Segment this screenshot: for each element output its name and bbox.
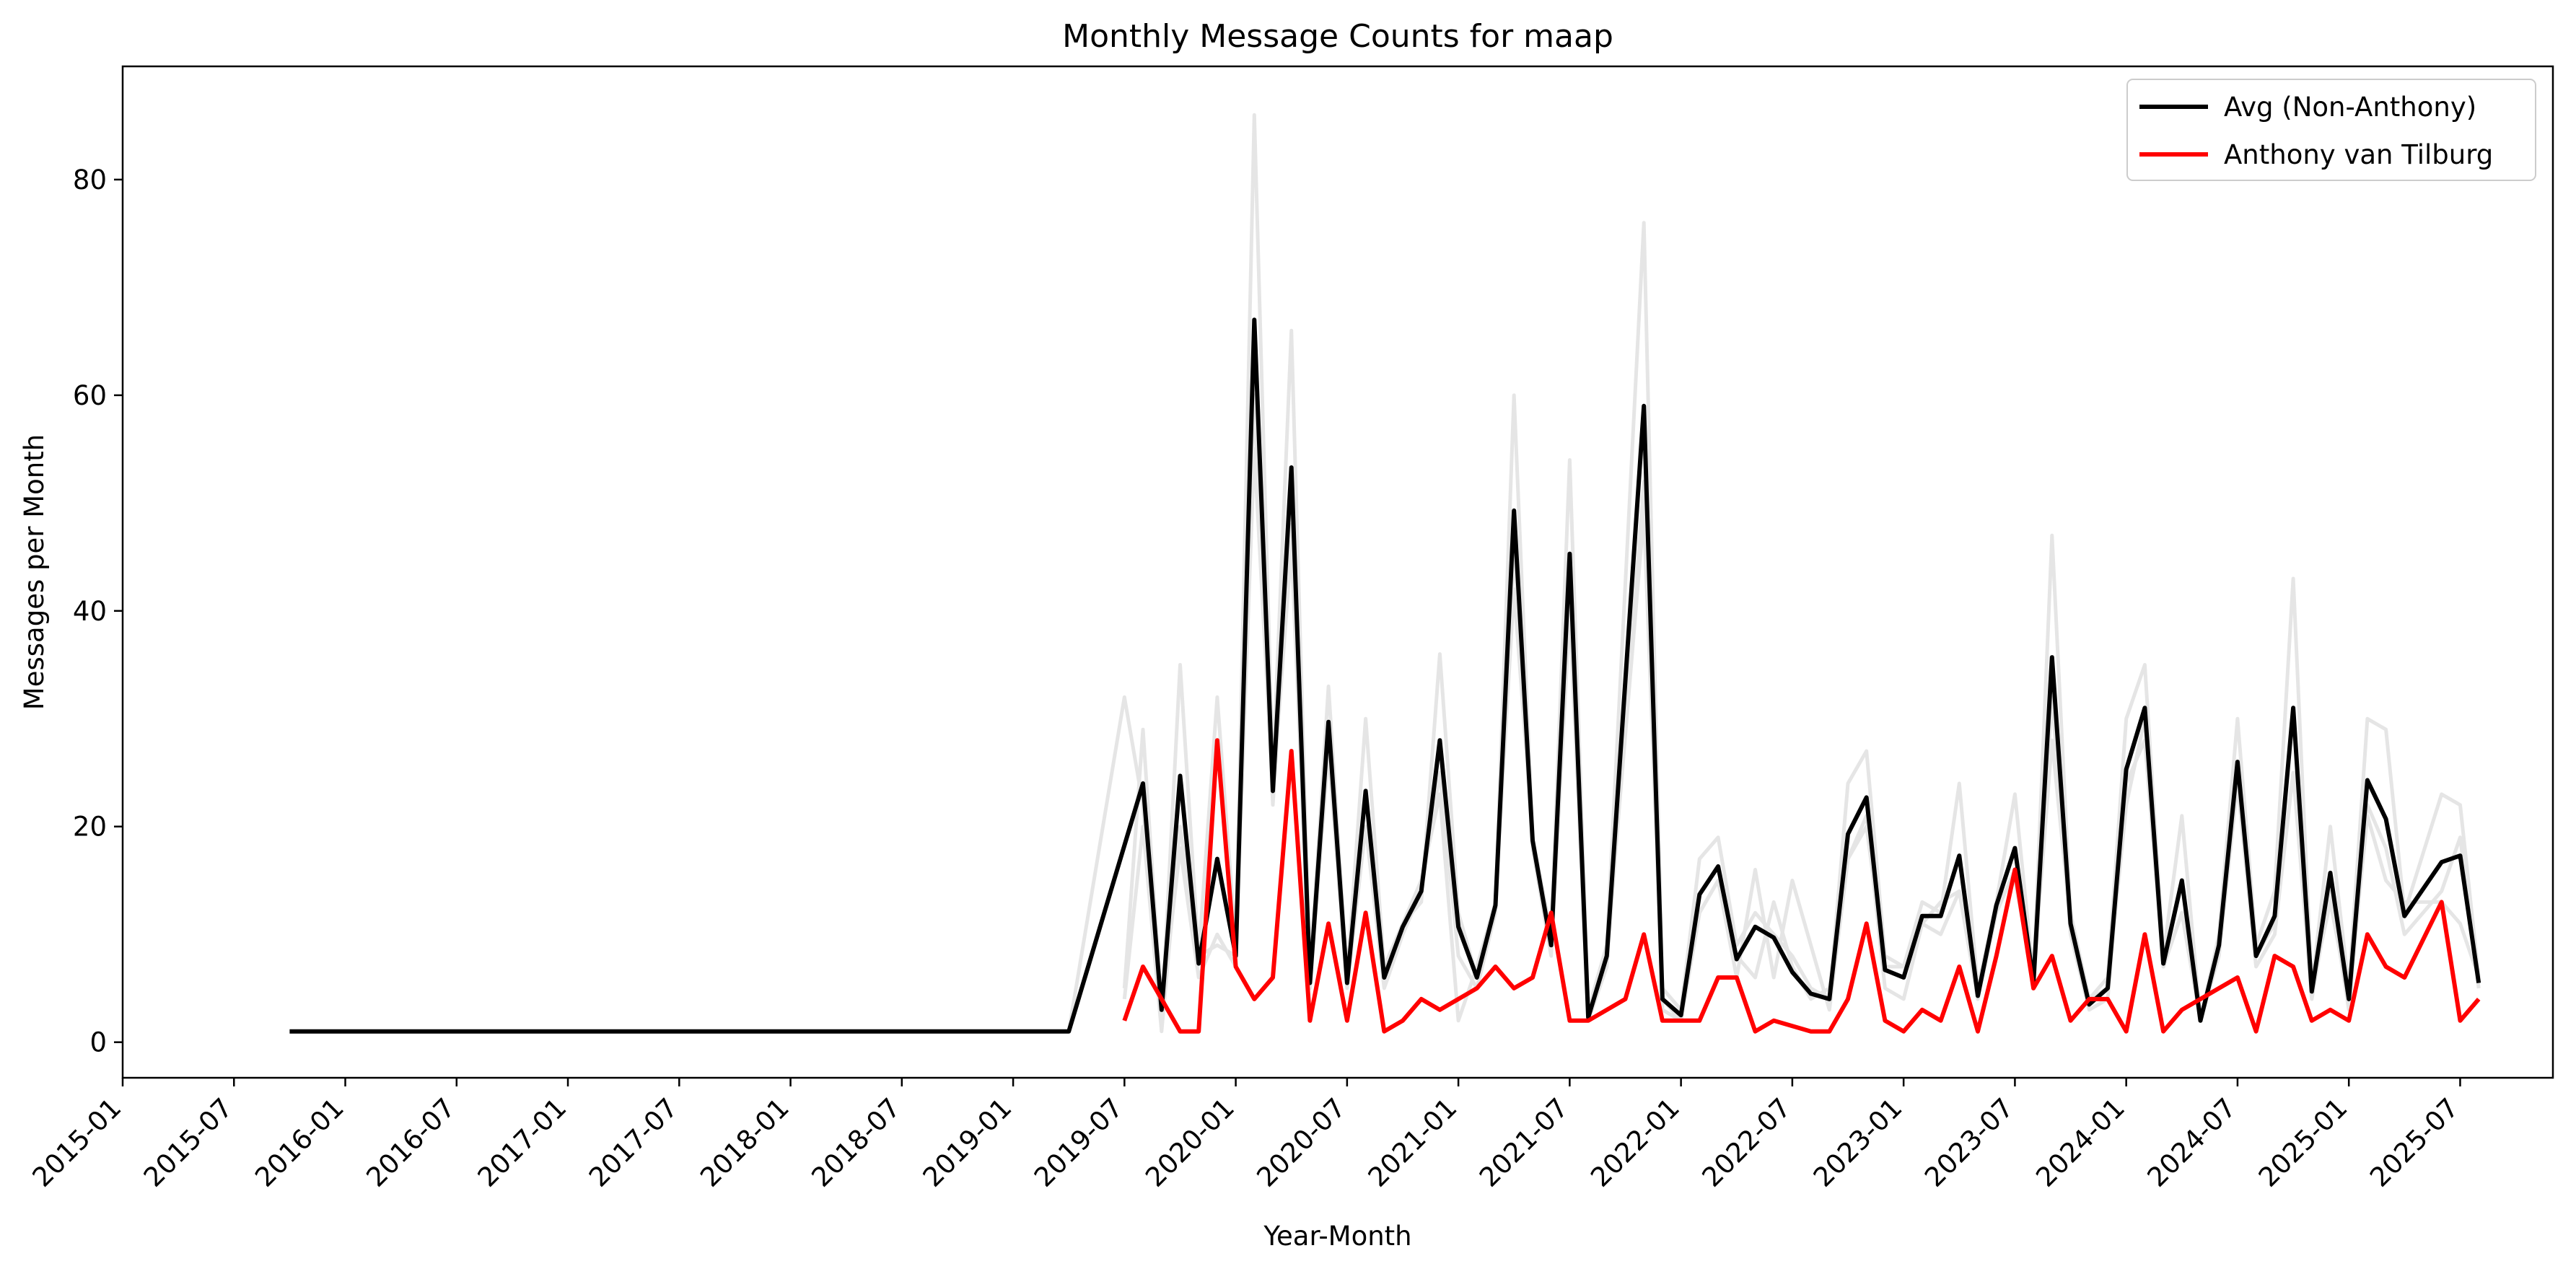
legend-box	[2126, 79, 2536, 181]
legend-label-avg: Avg (Non-Anthony)	[2224, 92, 2476, 123]
y-tick-label: 0	[89, 1027, 107, 1058]
y-tick-label: 20	[73, 812, 107, 843]
plot-frame	[121, 65, 2554, 1079]
series-line-anthony-van-tilburg	[1122, 738, 2481, 1034]
plot-area	[289, 113, 2481, 1034]
y-axis: 0 20 40 60 80	[73, 164, 123, 1058]
y-axis-label: Messages per Month	[19, 434, 50, 710]
series-line-avg-non-anthony	[289, 317, 2481, 1034]
legend: Avg (Non-Anthony) Anthony van Tilburg	[2126, 79, 2536, 181]
chart-title: Monthly Message Counts for maap	[1062, 18, 1613, 55]
y-tick-label: 40	[73, 596, 107, 627]
legend-label-anthony: Anthony van Tilburg	[2224, 139, 2493, 170]
x-axis-label: Year-Month	[1263, 1221, 1411, 1252]
y-tick-label: 80	[73, 164, 107, 196]
y-tick-label: 60	[73, 380, 107, 411]
